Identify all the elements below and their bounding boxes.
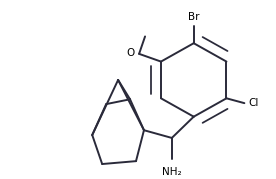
Text: O: O <box>127 48 135 58</box>
Text: NH₂: NH₂ <box>162 167 182 177</box>
Text: Cl: Cl <box>248 98 259 108</box>
Text: Br: Br <box>188 12 200 22</box>
